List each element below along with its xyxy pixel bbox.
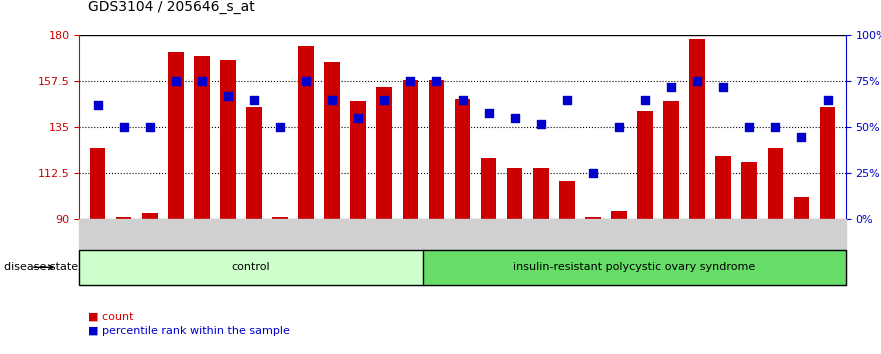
- Bar: [689, 40, 705, 219]
- Text: control: control: [232, 262, 270, 272]
- Point: [768, 125, 782, 130]
- Point: [534, 121, 548, 127]
- Text: GDS3104 / 205646_s_at: GDS3104 / 205646_s_at: [88, 0, 255, 14]
- Bar: [794, 197, 810, 219]
- Point: [455, 97, 470, 103]
- Point: [586, 171, 600, 176]
- Bar: [220, 60, 236, 219]
- Point: [507, 115, 522, 121]
- Point: [559, 97, 574, 103]
- Point: [247, 97, 261, 103]
- Point: [195, 79, 209, 84]
- Point: [116, 125, 130, 130]
- Point: [91, 103, 105, 108]
- Bar: [507, 169, 522, 219]
- Point: [690, 79, 704, 84]
- Bar: [663, 101, 679, 219]
- Bar: [324, 62, 340, 219]
- Bar: [559, 181, 574, 219]
- Point: [795, 134, 809, 139]
- Bar: [637, 111, 653, 219]
- Bar: [142, 213, 158, 219]
- Bar: [403, 80, 418, 219]
- Bar: [246, 107, 262, 219]
- Bar: [272, 217, 288, 219]
- Point: [612, 125, 626, 130]
- Bar: [481, 158, 496, 219]
- Point: [168, 79, 182, 84]
- Point: [638, 97, 652, 103]
- Bar: [168, 52, 183, 219]
- Bar: [767, 148, 783, 219]
- Text: ■ count: ■ count: [88, 312, 134, 322]
- Point: [743, 125, 757, 130]
- Point: [273, 125, 287, 130]
- Point: [377, 97, 391, 103]
- Text: insulin-resistant polycystic ovary syndrome: insulin-resistant polycystic ovary syndr…: [514, 262, 755, 272]
- Bar: [90, 148, 106, 219]
- Bar: [715, 156, 731, 219]
- Point: [664, 84, 678, 90]
- Point: [429, 79, 443, 84]
- Point: [482, 110, 496, 115]
- Point: [143, 125, 157, 130]
- Point: [403, 79, 418, 84]
- Bar: [115, 217, 131, 219]
- Bar: [742, 162, 757, 219]
- Bar: [376, 86, 392, 219]
- Bar: [194, 56, 210, 219]
- Bar: [351, 101, 366, 219]
- Bar: [585, 217, 601, 219]
- Point: [820, 97, 834, 103]
- Bar: [819, 107, 835, 219]
- Text: disease state: disease state: [4, 262, 78, 272]
- Bar: [299, 46, 314, 219]
- Bar: [429, 80, 444, 219]
- Bar: [455, 99, 470, 219]
- Point: [352, 115, 366, 121]
- Point: [325, 97, 339, 103]
- Bar: [533, 169, 549, 219]
- Point: [716, 84, 730, 90]
- Point: [221, 93, 235, 99]
- Point: [299, 79, 313, 84]
- Bar: [611, 211, 626, 219]
- Text: ■ percentile rank within the sample: ■ percentile rank within the sample: [88, 326, 290, 336]
